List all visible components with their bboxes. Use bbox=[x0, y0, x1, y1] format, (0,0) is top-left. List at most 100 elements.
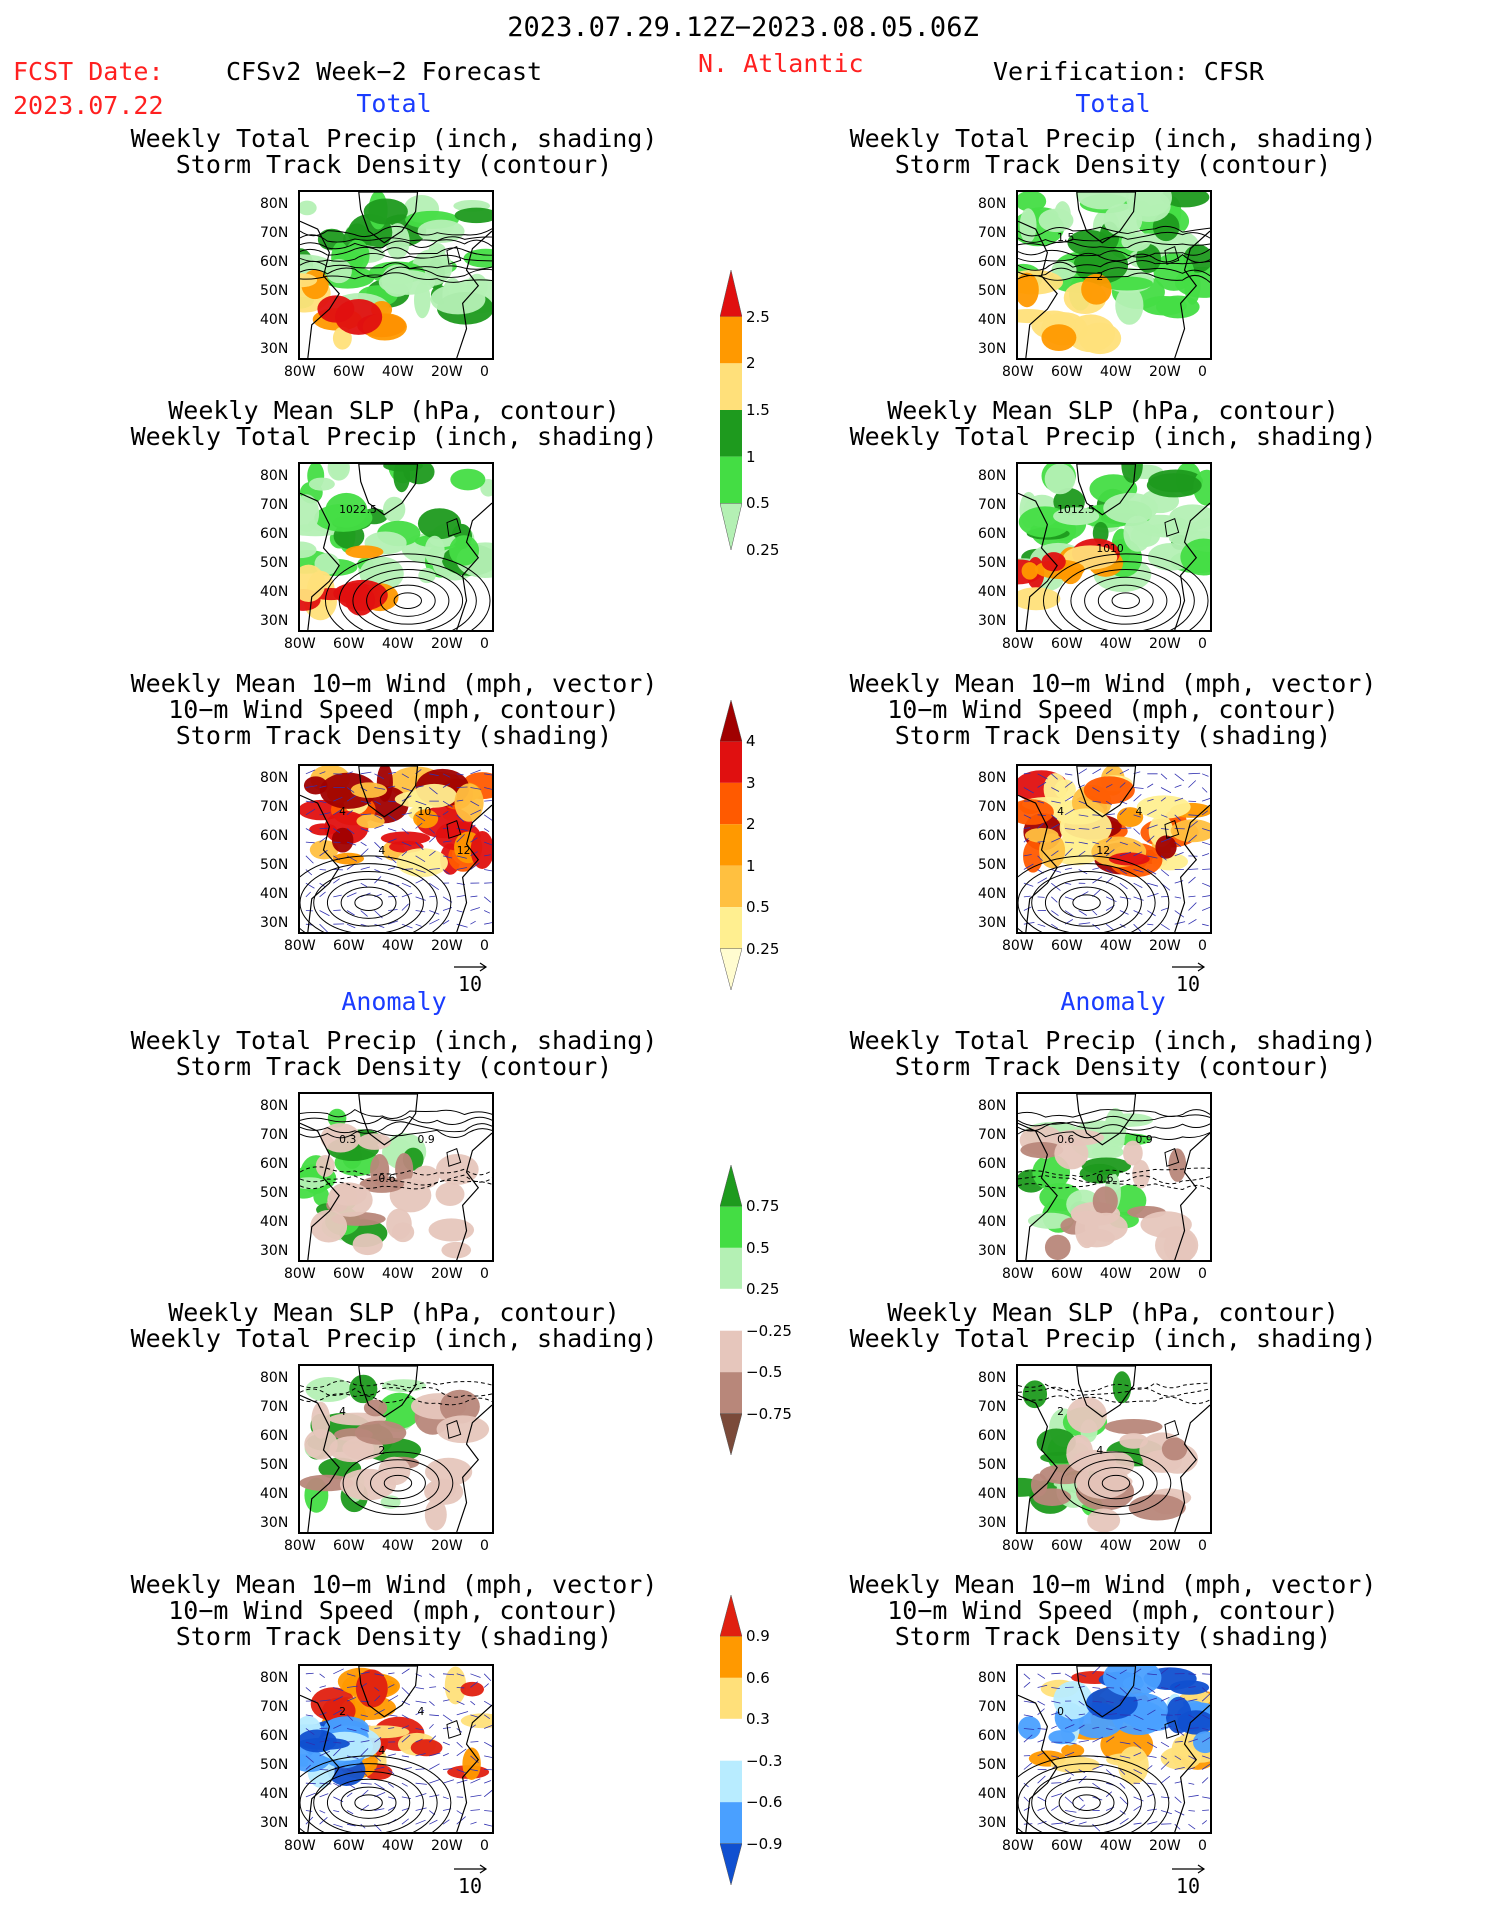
contour-line bbox=[1044, 878, 1129, 927]
shading-blob bbox=[1083, 776, 1135, 805]
contour-line bbox=[300, 1755, 452, 1832]
lon-tick-label: 20W bbox=[431, 1266, 463, 1282]
shading-blob bbox=[1156, 295, 1200, 319]
wind-vector bbox=[484, 1780, 492, 1784]
wind-vector bbox=[1133, 841, 1141, 847]
wind-vector bbox=[1174, 784, 1182, 788]
wind-vector bbox=[360, 813, 372, 816]
lat-tick-label: 60N bbox=[260, 1156, 289, 1172]
shading-blob bbox=[1022, 1380, 1048, 1409]
coastline-greenland bbox=[1076, 766, 1137, 818]
wind-vector bbox=[1133, 1752, 1142, 1757]
wind-vector bbox=[1147, 910, 1156, 917]
contour-line bbox=[393, 592, 422, 610]
lon-tick-label: 80W bbox=[284, 364, 316, 380]
wind-vector bbox=[470, 895, 478, 898]
vector-reference-label: 10 bbox=[458, 972, 483, 996]
wind-vector bbox=[1147, 882, 1159, 887]
colorbar-label: −0.6 bbox=[746, 1793, 783, 1812]
wind-vector bbox=[1147, 824, 1158, 829]
panel-title-line: Weekly Mean SLP (hPa, contour) bbox=[168, 396, 620, 425]
wind-vector bbox=[401, 1714, 409, 1719]
contour-line bbox=[1058, 886, 1115, 919]
wind-vector bbox=[305, 1687, 312, 1692]
wind-vector bbox=[319, 1793, 329, 1798]
wind-vector bbox=[1051, 773, 1058, 780]
wind-vector bbox=[1188, 902, 1197, 911]
wind-vector bbox=[1133, 1698, 1142, 1702]
wind-vector bbox=[1051, 910, 1059, 917]
contour-line bbox=[1018, 272, 1210, 283]
contour-line bbox=[340, 886, 397, 919]
wind-vector bbox=[1064, 1673, 1073, 1679]
wind-vector bbox=[1188, 919, 1197, 925]
wind-vector bbox=[1147, 1793, 1155, 1798]
wind-vector bbox=[456, 855, 467, 859]
shading-blob bbox=[1103, 1666, 1162, 1697]
wind-vector bbox=[1051, 787, 1060, 792]
colorbar-segment bbox=[720, 363, 742, 410]
wind-vector bbox=[1106, 1713, 1118, 1716]
wind-vector bbox=[401, 923, 413, 929]
wind-vector bbox=[305, 882, 315, 889]
contour-line bbox=[1018, 1395, 1210, 1405]
contour-line bbox=[1018, 1109, 1210, 1118]
lon-tick-label: 0 bbox=[480, 636, 489, 652]
wind-vector bbox=[319, 869, 327, 871]
wind-vector bbox=[360, 1728, 370, 1732]
wind-vector bbox=[1160, 787, 1172, 794]
wind-vector bbox=[470, 1809, 480, 1811]
wind-vector bbox=[319, 812, 331, 816]
wind-vector bbox=[1023, 882, 1034, 887]
wind-vector bbox=[1201, 1693, 1210, 1702]
wind-vector bbox=[456, 895, 465, 898]
wind-vector bbox=[415, 1753, 426, 1757]
wind-vector bbox=[1147, 835, 1155, 843]
wind-vector bbox=[415, 910, 426, 913]
wind-vector bbox=[360, 1740, 370, 1743]
wind-vector bbox=[1051, 1672, 1061, 1675]
wind-vector bbox=[415, 822, 423, 829]
wind-vector bbox=[360, 1748, 369, 1757]
wind-vector bbox=[1133, 1822, 1142, 1825]
colorbar-label: 0.5 bbox=[746, 494, 770, 513]
wind-vector bbox=[1188, 1698, 1198, 1702]
lon-tick-label: 60W bbox=[333, 1538, 365, 1554]
contour-label: 2 bbox=[1096, 270, 1103, 283]
wind-vector bbox=[387, 1782, 395, 1788]
wind-vector bbox=[305, 1782, 316, 1785]
wind-vector bbox=[1174, 1741, 1183, 1743]
panel-title-line: Weekly Mean SLP (hPa, contour) bbox=[887, 1298, 1339, 1327]
wind-vector bbox=[1051, 850, 1059, 857]
contour-line bbox=[300, 1393, 492, 1406]
wind-vector bbox=[442, 840, 452, 843]
wind-vector bbox=[1105, 896, 1117, 903]
lat-tick-label: 40N bbox=[260, 1214, 289, 1230]
wind-vector bbox=[1064, 1751, 1075, 1757]
colorbar-label: 0.25 bbox=[746, 541, 780, 559]
coastline-iceland bbox=[446, 518, 462, 537]
wind-vector bbox=[1023, 772, 1031, 775]
wind-vector bbox=[470, 787, 482, 790]
contour-line bbox=[300, 855, 452, 932]
lon-tick-label: 40W bbox=[382, 636, 414, 652]
lon-tick-label: 60W bbox=[333, 938, 365, 954]
map-plot: 1.52 bbox=[1018, 192, 1210, 358]
colorbar-cap bbox=[720, 1595, 742, 1637]
map-plot: 2 4 4 bbox=[300, 1666, 492, 1832]
wind-vector bbox=[484, 787, 492, 790]
panel-title-line: Weekly Mean 10−m Wind (mph, vector) bbox=[130, 1570, 658, 1599]
wind-vector bbox=[360, 910, 368, 917]
contour-label: 2 bbox=[339, 1705, 346, 1718]
panel-title-line: Storm Track Density (shading) bbox=[175, 721, 613, 750]
lon-tick-label: 40W bbox=[382, 1838, 414, 1854]
colorbar-cap bbox=[720, 1165, 742, 1207]
verify-total-precip: 1.5 2 bbox=[1016, 190, 1212, 360]
wind-vector bbox=[415, 855, 426, 863]
contour-line bbox=[1070, 568, 1182, 630]
colorbar-label: 0.5 bbox=[746, 898, 770, 917]
shading-blob bbox=[1018, 272, 1039, 308]
wind-vector bbox=[1133, 787, 1144, 789]
wind-vector bbox=[305, 891, 311, 898]
wind-vector bbox=[1023, 1734, 1033, 1743]
